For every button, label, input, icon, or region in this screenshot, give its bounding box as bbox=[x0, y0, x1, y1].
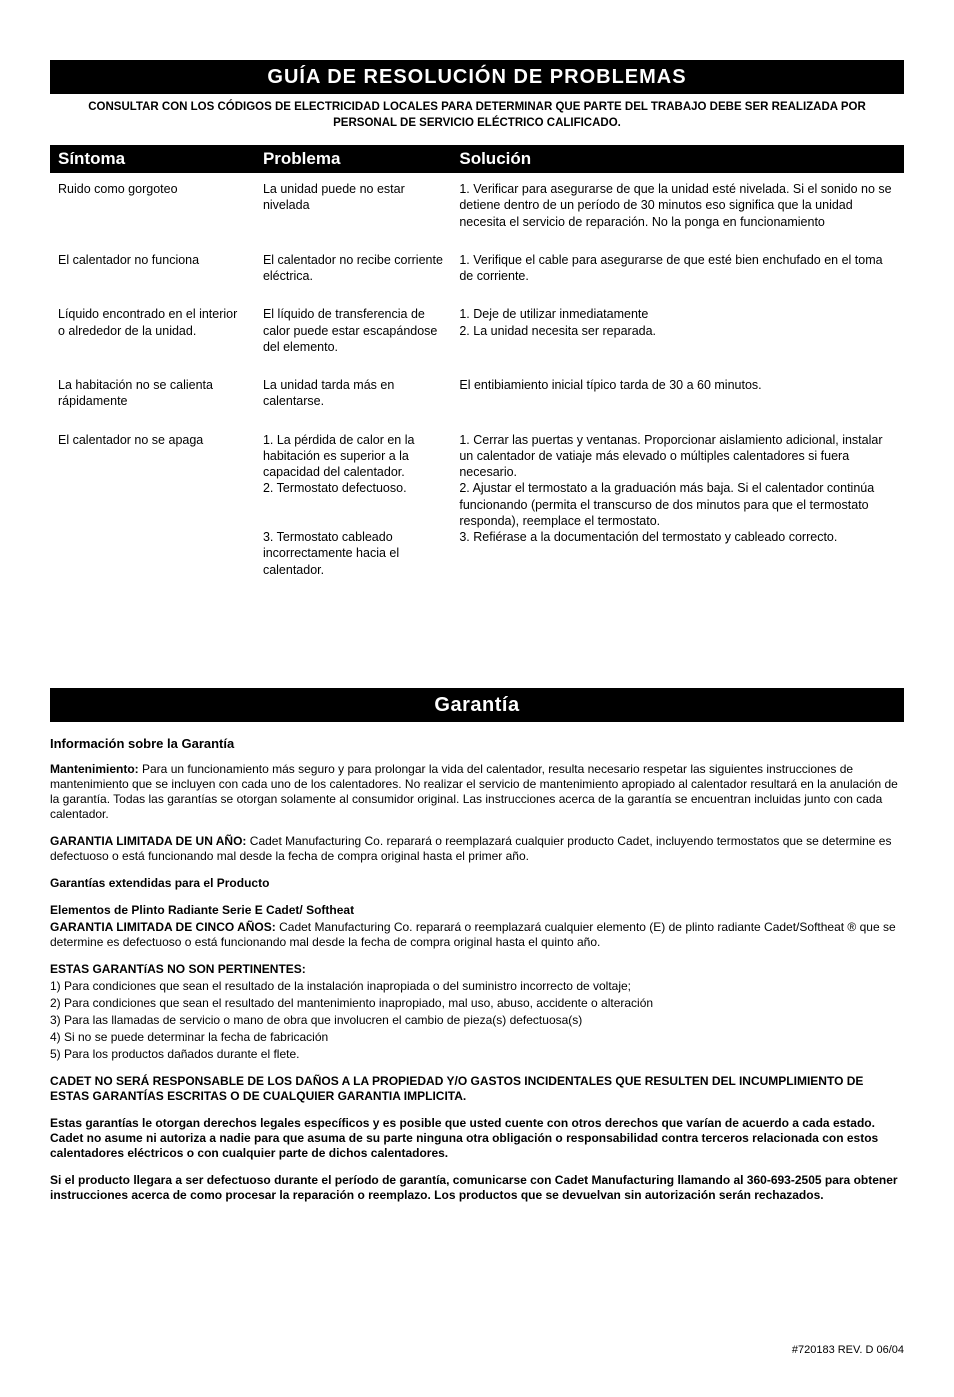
oneyear-label: GARANTIA LIMITADA DE UN AÑO: bbox=[50, 834, 246, 848]
warranty-five-year: GARANTIA LIMITADA DE CINCO AÑOS: Cadet M… bbox=[50, 920, 904, 950]
cell-solution: El entibiamiento inicial típico tarda de… bbox=[451, 369, 904, 424]
notapply-item: 1) Para condiciones que sean el resultad… bbox=[50, 979, 904, 994]
fiveyear-label: GARANTIA LIMITADA DE CINCO AÑOS: bbox=[50, 920, 276, 934]
cell-solution: 1. Cerrar las puertas y ventanas. Propor… bbox=[451, 424, 904, 595]
troubleshooting-table: Síntoma Problema Solución Ruido como gor… bbox=[50, 145, 904, 598]
warranty-section: Información sobre la Garantía Mantenimie… bbox=[50, 736, 904, 1203]
footer-docnum: #720183 REV. D 06/04 bbox=[50, 1343, 904, 1357]
notapply-item: 5) Para los productos dañados durante el… bbox=[50, 1047, 904, 1062]
warranty-disclaimer: CADET NO SERÁ RESPONSABLE DE LOS DAÑOS A… bbox=[50, 1074, 904, 1104]
cell-problem: El calentador no recibe corriente eléctr… bbox=[255, 244, 451, 299]
cell-symptom: Líquido encontrado en el interior o alre… bbox=[50, 298, 255, 369]
warranty-contact: Si el producto llegara a ser defectuoso … bbox=[50, 1173, 904, 1203]
extended-title: Garantías extendidas para el Producto bbox=[50, 876, 904, 891]
table-row: La habitación no se calienta rápidamente… bbox=[50, 369, 904, 424]
cell-problem: La unidad puede no estar nivelada bbox=[255, 173, 451, 244]
troubleshooting-rows: Ruido como gorgoteo La unidad puede no e… bbox=[50, 173, 904, 595]
cell-symptom: El calentador no funciona bbox=[50, 244, 255, 299]
five-year-block: Elementos de Plinto Radiante Serie E Cad… bbox=[50, 903, 904, 950]
table-row: El calentador no funciona El calentador … bbox=[50, 244, 904, 299]
troubleshooting-banner: GUÍA DE RESOLUCIÓN DE PROBLEMAS bbox=[50, 60, 904, 94]
th-symptom: Síntoma bbox=[50, 145, 255, 173]
cell-solution: 1. Deje de utilizar inmediatamente2. La … bbox=[451, 298, 904, 369]
product-line: Elementos de Plinto Radiante Serie E Cad… bbox=[50, 903, 904, 918]
cell-solution: 1. Verificar para asegurarse de que la u… bbox=[451, 173, 904, 244]
warranty-subtitle: Información sobre la Garantía bbox=[50, 736, 904, 752]
cell-problem: La unidad tarda más en calentarse. bbox=[255, 369, 451, 424]
cell-problem: 1. La pérdida de calor en la habitación … bbox=[255, 424, 451, 595]
notapply-item: 4) Si no se puede determinar la fecha de… bbox=[50, 1030, 904, 1045]
cell-problem: El líquido de transferencia de calor pue… bbox=[255, 298, 451, 369]
table-row: El calentador no se apaga 1. La pérdida … bbox=[50, 424, 904, 595]
maintenance-text: Para un funcionamiento más seguro y para… bbox=[50, 762, 898, 821]
cell-symptom: El calentador no se apaga bbox=[50, 424, 255, 595]
th-solution: Solución bbox=[451, 145, 904, 173]
cell-symptom: Ruido como gorgoteo bbox=[50, 173, 255, 244]
table-row: Ruido como gorgoteo La unidad puede no e… bbox=[50, 173, 904, 244]
not-apply-block: ESTAS GARANTíAS NO SON PERTINENTES: 1) P… bbox=[50, 962, 904, 1062]
troubleshooting-subheading: CONSULTAR CON LOS CÓDIGOS DE ELECTRICIDA… bbox=[50, 100, 904, 131]
cell-solution: 1. Verifique el cable para asegurarse de… bbox=[451, 244, 904, 299]
warranty-banner: Garantía bbox=[50, 688, 904, 722]
notapply-title: ESTAS GARANTíAS NO SON PERTINENTES: bbox=[50, 962, 904, 977]
th-problem: Problema bbox=[255, 145, 451, 173]
warranty-rights: Estas garantías le otorgan derechos lega… bbox=[50, 1116, 904, 1161]
notapply-item: 3) Para las llamadas de servicio o mano … bbox=[50, 1013, 904, 1028]
maintenance-label: Mantenimiento: bbox=[50, 762, 139, 776]
notapply-item: 2) Para condiciones que sean el resultad… bbox=[50, 996, 904, 1011]
table-row: Líquido encontrado en el interior o alre… bbox=[50, 298, 904, 369]
warranty-one-year: GARANTIA LIMITADA DE UN AÑO: Cadet Manuf… bbox=[50, 834, 904, 864]
cell-symptom: La habitación no se calienta rápidamente bbox=[50, 369, 255, 424]
warranty-maintenance: Mantenimiento: Para un funcionamiento má… bbox=[50, 762, 904, 822]
